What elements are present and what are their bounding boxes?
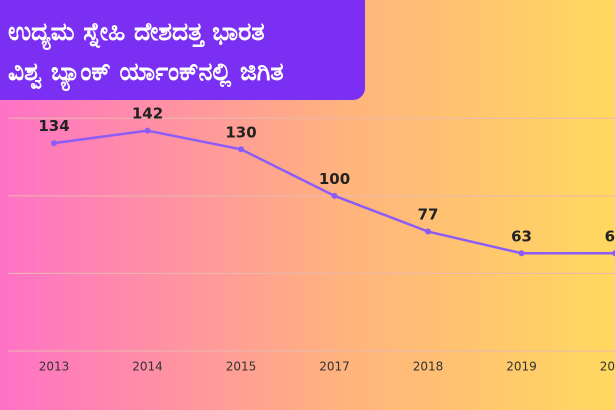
- x-tick-label: 2018: [413, 360, 444, 374]
- value-label: 130: [225, 123, 256, 141]
- point: [612, 250, 615, 257]
- value-label: 63: [605, 227, 615, 245]
- point: [51, 140, 57, 147]
- point: [425, 228, 431, 235]
- x-tick-label: 2013: [39, 360, 70, 374]
- point: [331, 192, 338, 199]
- value-label: 134: [38, 117, 69, 135]
- x-tick-label: 2015: [226, 360, 257, 374]
- value-label: 77: [418, 206, 439, 224]
- value-label: 63: [511, 227, 532, 245]
- point: [518, 250, 525, 257]
- point: [238, 146, 244, 153]
- x-tick-label: 2019: [506, 360, 537, 374]
- title-box: [0, 0, 365, 100]
- x-tick-label: 2017: [319, 360, 350, 374]
- plot: 2013 2014 2015 2017 2018 2019 2020 134 142 130 100…: [8, 105, 615, 374]
- value-label: 100: [319, 170, 350, 188]
- x-tick-label: 2020: [600, 360, 615, 374]
- point: [144, 127, 151, 134]
- chart-title: ಉದ್ಯಮ ಸ್ನೇಹಿ ದೇಶದತ್ತ ಭಾರತ: [8, 17, 265, 51]
- value-label: 142: [132, 105, 163, 123]
- x-tick-label: 2014: [132, 360, 163, 374]
